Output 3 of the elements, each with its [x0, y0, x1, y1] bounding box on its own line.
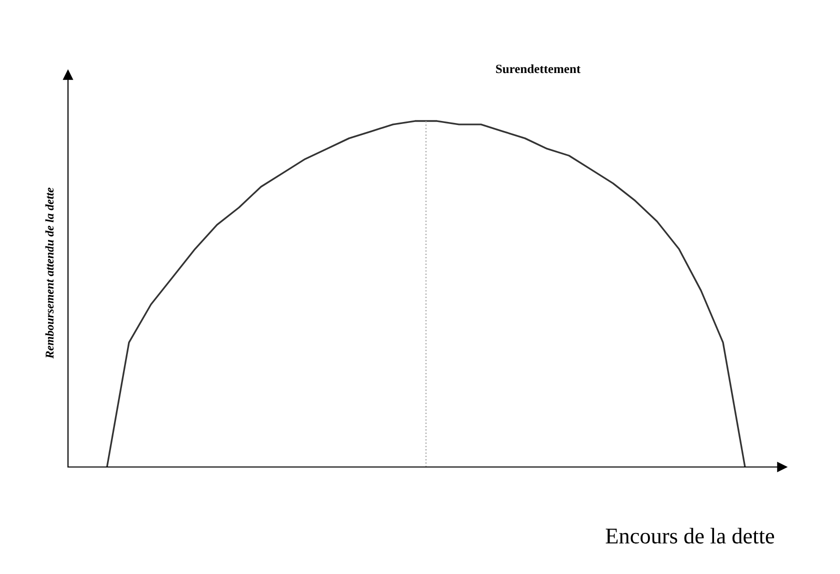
y-axis-title: Remboursement attendu de la dette: [45, 188, 54, 359]
text: Surendettement: [496, 64, 581, 74]
x-axis-title: Encours de la dette: [606, 528, 774, 544]
